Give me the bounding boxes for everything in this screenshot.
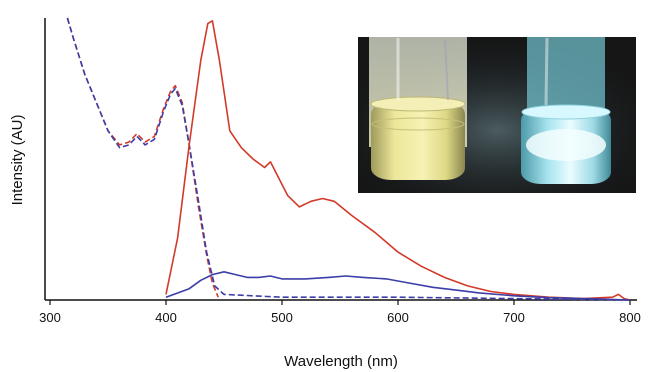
- blue-vial: [521, 37, 611, 184]
- yellow-vial: [369, 37, 467, 180]
- series-line-1: [66, 17, 219, 298]
- plot-area: 300 400 500 600 700 800: [39, 17, 641, 325]
- x-tick-label: 300: [39, 310, 61, 325]
- x-ticks: 300 400 500 600 700 800: [39, 300, 641, 325]
- x-axis-label: Wavelength (nm): [284, 353, 398, 370]
- series-layer: [66, 17, 631, 301]
- x-tick-label: 700: [503, 310, 525, 325]
- x-tick-label: 600: [387, 310, 409, 325]
- inset-photo: [358, 37, 636, 193]
- x-tick-label: 400: [155, 310, 177, 325]
- series-line-2: [66, 17, 631, 301]
- x-tick-label: 800: [619, 310, 641, 325]
- x-tick-label: 500: [271, 310, 293, 325]
- y-axis-label: Intensity (AU): [9, 115, 26, 206]
- series-line-4: [165, 271, 631, 301]
